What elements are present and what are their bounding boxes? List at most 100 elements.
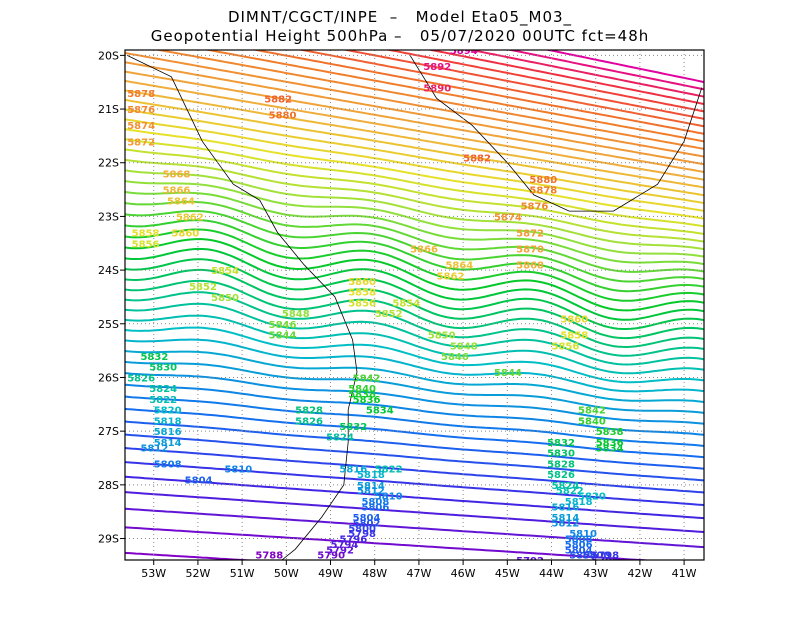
contour-label: 5826 [547,470,575,481]
contour-line [125,237,704,312]
contour-label: 5862 [176,212,204,223]
contour-line [125,258,704,330]
x-tick-label: 42W [627,567,652,580]
contour-line [506,50,704,91]
contour-label: 5794 [331,540,359,551]
contour-label: 5856 [348,298,376,309]
contour-label: 5812 [140,443,168,454]
contour-label: 5802 [569,551,597,562]
contour-label: 5852 [375,309,403,320]
contour-label: 5860 [171,229,199,240]
contour-line [125,491,704,534]
contour-label: 5874 [127,121,155,132]
contour-label: 5880 [269,110,297,121]
contour-line [125,200,704,273]
contour-label: 5798 [591,551,619,562]
contour-label: 5858 [132,229,160,240]
x-tick-label: 51W [230,567,255,580]
contour-label: 5810 [375,492,403,503]
contour-line [341,50,704,120]
contour-label: 5860 [348,277,376,288]
contour-line [203,50,704,143]
contour-label: 5882 [264,94,292,105]
contour-labels: 5894589258905882588058785876587458725882… [127,50,624,562]
contour-label: 5892 [423,62,451,73]
contour-line [125,158,704,243]
chart-title-line-2: Geopotential Height 500hPa – 05/07/2020 … [150,27,650,45]
contour-label: 5878 [529,186,557,197]
contour-line [125,247,704,321]
contour-label: 5844 [494,368,522,379]
contour-line [125,51,704,158]
contour-label: 5816 [154,427,182,438]
y-tick-label: 21S [98,103,119,116]
contour-label: 5818 [357,470,385,481]
contour-label: 5870 [516,245,544,256]
x-axis: 53W 52W 51W 50W 49W 48W 47W 46W 45W 44W 43W 42W 41W [141,560,697,580]
contour-line [125,475,704,520]
contour-label: 5840 [578,416,606,427]
contour-label: 5802 [353,518,381,529]
y-tick-label: 20S [98,49,119,62]
contour-label: 5824 [149,384,177,395]
contour-line [125,326,704,384]
contour-label: 5826 [127,373,155,384]
contour-label: 5834 [596,443,624,454]
contour-line [125,372,704,425]
contour-label: 5858 [560,331,588,342]
contour-label: 5866 [163,186,191,197]
x-tick-label: 43W [583,567,608,580]
contour-label: 5846 [441,352,469,363]
contour-line [125,118,704,212]
contour-label: 5878 [127,89,155,100]
contour-line [466,50,704,98]
contour-label: 5838 [348,390,376,401]
contour-label: 5830 [149,363,177,374]
contour-line [125,169,704,251]
contour-line [426,50,704,106]
contour-label: 5836 [596,438,624,449]
contour-line [297,50,704,128]
chart-title-line-1: DIMNT/CGCT/INPE – Model Eta05_M03_ [227,8,573,26]
x-tick-label: 44W [539,567,564,580]
contour-label: 5820 [154,406,182,417]
contour-label: 5842 [353,373,381,384]
contour-label: 5876 [521,202,549,213]
contour-label: 5790 [317,551,345,562]
contour-label: 5822 [375,465,403,476]
contour-label: 5844 [269,331,297,342]
contour-line [153,50,704,150]
contour-line [125,79,704,181]
x-tick-label: 41W [672,567,697,580]
contour-label: 5854 [211,266,239,277]
contour-label: 5810 [569,529,597,540]
contour-line [125,314,704,375]
contour-label: 5812 [552,518,580,529]
gridlines [125,50,704,560]
contour-line [125,420,704,470]
contour-line [125,89,704,189]
contour-label: 5832 [339,422,367,433]
contour-label: 5864 [167,196,195,207]
contour-label: 5824 [552,481,580,492]
contour-line [125,407,704,459]
contour-label: 5814 [552,513,580,524]
contour-line [125,360,704,414]
plot-frame [124,49,705,561]
contour-label: 5872 [516,229,544,240]
contour-label: 5854 [392,298,420,309]
contour-label: 5816 [339,465,367,476]
contour-line [125,447,704,494]
contour-label: 5820 [578,492,606,503]
contour-line [125,338,704,393]
y-tick-label: 27S [98,425,119,438]
contour-label: 5832 [547,438,575,449]
contour-line [125,291,704,357]
contour-label: 5814 [154,438,182,449]
contour-line [125,228,704,302]
contour-label: 5868 [516,261,544,272]
contour-line [125,219,704,293]
contour-label: 5876 [127,105,155,116]
contour-label: 5852 [189,282,217,293]
contour-line [125,128,704,220]
